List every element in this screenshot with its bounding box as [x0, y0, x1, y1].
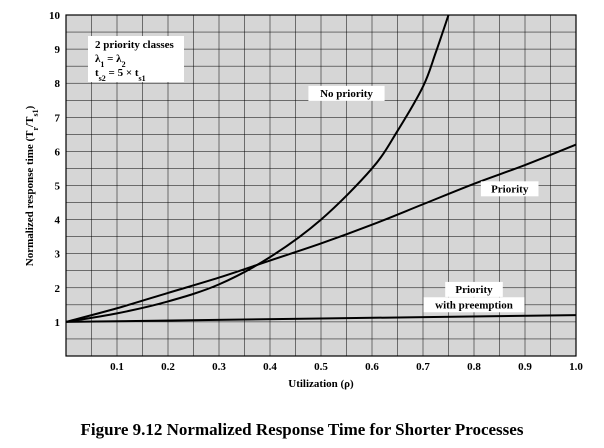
tick-labels: 0.1 0.2 0.3 0.4 0.5 0.6 0.7 0.8 0.9 1.0 1 2 3 4 5 6 7 8 9 1… [49, 10, 583, 373]
x-axis-title: Utilization (ρ) [288, 378, 354, 390]
series-label-background [308, 85, 385, 101]
x-tick-label: 0.3 [212, 361, 226, 373]
x-tick-label: 1.0 [569, 361, 583, 373]
y-tick-label: 10 [49, 10, 61, 22]
plot-border [65, 14, 577, 357]
series-labels: No priority Priority Priority with preempti… [308, 85, 539, 313]
no-priority-line [65, 14, 450, 323]
y-tick-label: 6 [55, 146, 61, 158]
priority-preemption-line [65, 314, 577, 323]
priority-line [65, 143, 577, 323]
annotation-line-1: 2 priority classes [95, 39, 175, 51]
label-priority: Priority [491, 183, 529, 195]
y-tick-label: 1 [55, 317, 61, 329]
y-tick-label: 7 [55, 112, 61, 124]
series-label-background [445, 281, 503, 297]
x-tick-label: 0.2 [161, 361, 175, 373]
series-label-background [480, 181, 539, 197]
y-tick-label: 3 [55, 249, 61, 261]
y-tick-label: 9 [55, 44, 61, 56]
x-tick-label: 0.7 [416, 361, 430, 373]
series-label-background [423, 297, 525, 313]
label-priority-preemption-1: Priority [455, 284, 493, 296]
annotation-background [88, 36, 184, 82]
y-tick-label: 4 [55, 215, 61, 227]
x-tick-label: 0.4 [263, 361, 277, 373]
y-tick-label: 2 [55, 283, 61, 295]
y-tick-label: 5 [55, 181, 61, 193]
label-priority-preemption-2: with preemption [435, 299, 513, 311]
annotation-line-3: ts2 = 5 × ts1 [95, 67, 146, 83]
x-tick-label: 0.1 [110, 361, 124, 373]
x-tick-label: 0.9 [518, 361, 532, 373]
series-lines [65, 14, 577, 323]
response-time-chart: 2 priority classes λ1 = λ2 ts2 = 5 × ts1… [24, 10, 583, 390]
annotation-box: 2 priority classes λ1 = λ2 ts2 = 5 × ts1 [88, 36, 184, 83]
x-tick-label: 0.5 [314, 361, 328, 373]
y-tick-label: 8 [55, 78, 61, 90]
figure-caption: Figure 9.12 Normalized Response Time for… [80, 420, 524, 439]
y-axis-title: Normalized response time (Tr/Ts1) [24, 105, 40, 266]
x-tick-label: 0.6 [365, 361, 379, 373]
x-tick-label: 0.8 [467, 361, 481, 373]
label-no-priority: No priority [320, 88, 373, 100]
